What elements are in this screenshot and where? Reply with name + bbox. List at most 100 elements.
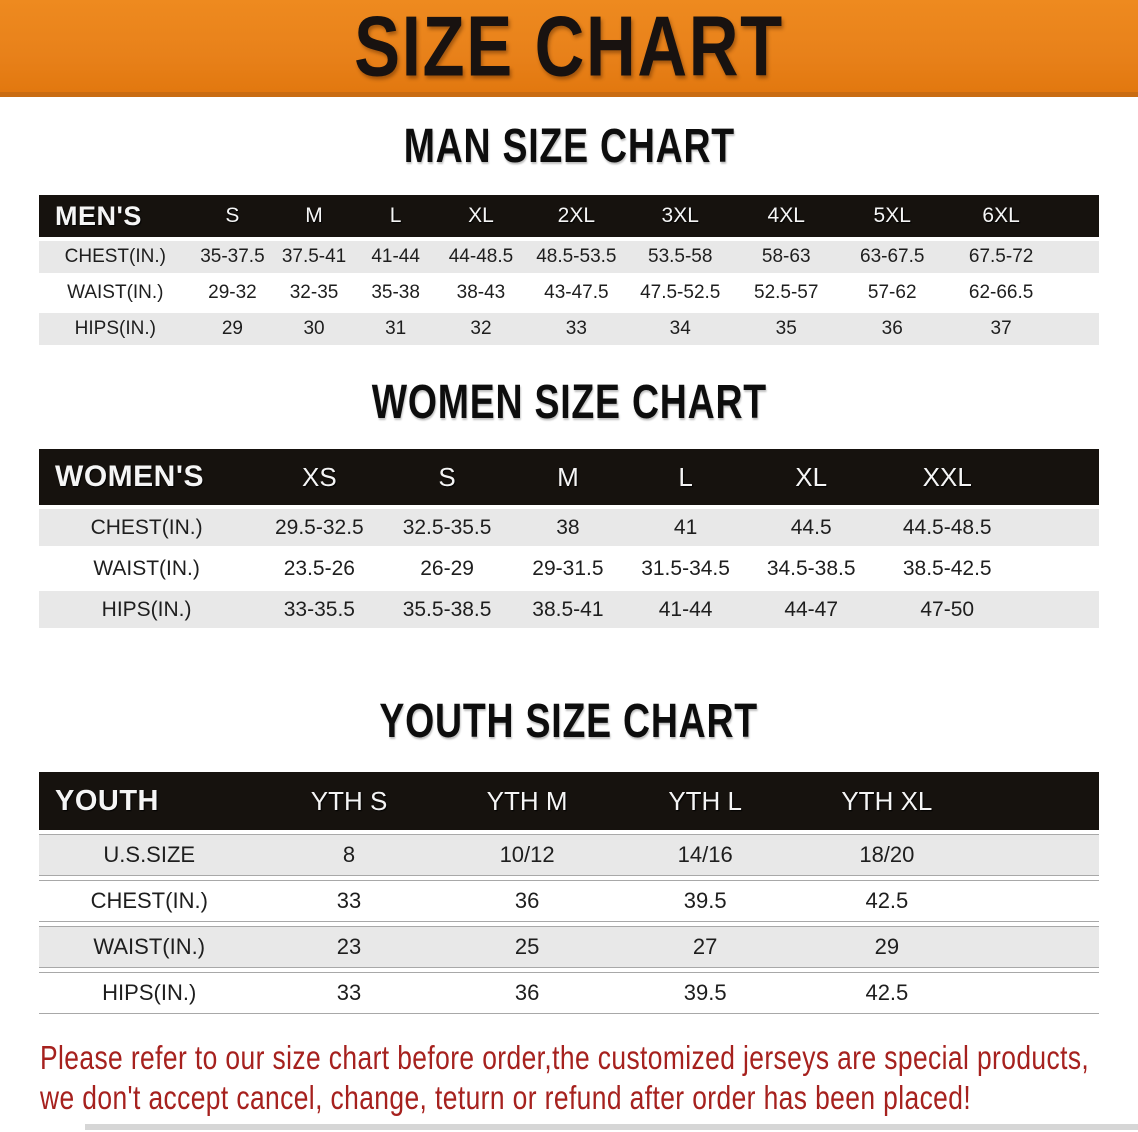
value-cell: 29.5-32.5 [254, 509, 385, 546]
bottom-edge-strip [85, 1124, 1138, 1130]
value-cell: 37 [945, 313, 1099, 345]
value-cell: 32.5-35.5 [384, 509, 510, 546]
table-row: WAIST(IN.) 23.5-26 26-29 29-31.5 31.5-34.5 34… [39, 550, 1099, 587]
value-cell: 38.5-41 [509, 591, 627, 628]
value-cell: 30 [273, 313, 355, 345]
size-header-cell: L [354, 195, 437, 237]
value-cell: 48.5-53.5 [525, 241, 628, 273]
table-row: CHEST(IN.) 29.5-32.5 32.5-35.5 38 41 44.5 44.5… [39, 509, 1099, 546]
value-cell: 10/12 [438, 834, 616, 876]
value-cell: 44-47 [744, 591, 878, 628]
value-cell: 33 [525, 313, 628, 345]
value-cell: 31 [354, 313, 437, 345]
size-chart-banner: SIZE CHART [0, 0, 1138, 97]
value-cell: 35-38 [354, 277, 437, 309]
value-cell: 35-37.5 [191, 241, 274, 273]
value-cell: 29-31.5 [509, 550, 627, 587]
row-label-cell: CHEST(IN.) [39, 241, 192, 273]
value-cell: 33 [259, 972, 439, 1014]
table-row: WAIST(IN.) 29-32 32-35 35-38 38-43 43-47.5 47.… [39, 277, 1099, 309]
value-cell: 53.5-58 [627, 241, 734, 273]
value-cell: 33 [259, 880, 439, 922]
value-cell: 34 [627, 313, 734, 345]
row-label-cell: WAIST(IN.) [39, 550, 255, 587]
size-header-cell: S [384, 449, 510, 505]
size-header-cell: 2XL [525, 195, 628, 237]
value-cell: 44-48.5 [436, 241, 526, 273]
table-row: HIPS(IN.) 33-35.5 35.5-38.5 38.5-41 41-44 44-… [39, 591, 1099, 628]
value-cell: 38-43 [436, 277, 526, 309]
value-cell: 37.5-41 [273, 241, 355, 273]
value-cell: 43-47.5 [525, 277, 628, 309]
value-cell: 47-50 [877, 591, 1099, 628]
men-section-heading: MAN SIZE CHART [0, 123, 1138, 171]
youth-size-section: YOUTH SIZE CHART YOUTH YTH S YTH M YTH L YTH… [0, 698, 1138, 1018]
women-section-heading: WOMEN SIZE CHART [0, 379, 1138, 427]
table-title-cell: YOUTH [39, 772, 260, 830]
size-header-cell: XL [744, 449, 878, 505]
order-disclaimer: Please refer to our size chart before or… [40, 1038, 1138, 1118]
table-row: WAIST(IN.) 23 25 27 29 [39, 926, 1099, 968]
size-header-cell: YTH M [438, 772, 616, 830]
value-cell: 52.5-57 [733, 277, 840, 309]
value-cell: 31.5-34.5 [626, 550, 745, 587]
table-title-cell: MEN'S [39, 195, 192, 237]
value-cell: 34.5-38.5 [744, 550, 878, 587]
value-cell: 38 [509, 509, 627, 546]
value-cell: 35 [733, 313, 840, 345]
value-cell: 42.5 [794, 880, 1099, 922]
size-header-cell: 5XL [839, 195, 946, 237]
row-label-cell: HIPS(IN.) [39, 972, 260, 1014]
value-cell: 36 [839, 313, 946, 345]
table-header-row: YOUTH YTH S YTH M YTH L YTH XL [39, 772, 1099, 830]
size-header-cell: XL [436, 195, 526, 237]
size-header-cell: XXL [877, 449, 1099, 505]
size-header-cell: XS [254, 449, 385, 505]
row-label-cell: CHEST(IN.) [39, 880, 260, 922]
value-cell: 41-44 [626, 591, 745, 628]
value-cell: 14/16 [615, 834, 795, 876]
value-cell: 41 [626, 509, 745, 546]
value-cell: 35.5-38.5 [384, 591, 510, 628]
youth-section-heading-text: YOUTH SIZE CHART [379, 695, 759, 748]
value-cell: 33-35.5 [254, 591, 385, 628]
men-size-table: MEN'S S M L XL 2XL 3XL 4XL 5XL 6XL CHEST(IN.) 35-37… [39, 191, 1099, 349]
row-label-cell: WAIST(IN.) [39, 277, 192, 309]
value-cell: 44.5 [744, 509, 878, 546]
value-cell: 23 [259, 926, 439, 968]
disclaimer-line-2: we don't accept cancel, change, teturn o… [40, 1079, 972, 1116]
table-header-row: MEN'S S M L XL 2XL 3XL 4XL 5XL 6XL [39, 195, 1099, 237]
row-label-cell: U.S.SIZE [39, 834, 260, 876]
size-header-cell: 6XL [945, 195, 1099, 237]
women-section-heading-text: WOMEN SIZE CHART [371, 376, 767, 429]
value-cell: 44.5-48.5 [877, 509, 1099, 546]
size-header-cell: 3XL [627, 195, 734, 237]
value-cell: 18/20 [794, 834, 1099, 876]
size-header-cell: YTH XL [794, 772, 1099, 830]
row-label-cell: HIPS(IN.) [39, 313, 192, 345]
men-section-heading-text: MAN SIZE CHART [403, 120, 735, 173]
value-cell: 62-66.5 [945, 277, 1099, 309]
value-cell: 29 [191, 313, 274, 345]
men-size-section: MAN SIZE CHART MEN'S S M L XL 2XL 3XL 4XL 5XL 6XL… [0, 123, 1138, 349]
youth-section-heading: YOUTH SIZE CHART [0, 698, 1138, 746]
table-row: CHEST(IN.) 33 36 39.5 42.5 [39, 880, 1099, 922]
value-cell: 42.5 [794, 972, 1099, 1014]
youth-size-table: YOUTH YTH S YTH M YTH L YTH XL U.S.SIZE 8 10/12… [39, 768, 1099, 1018]
value-cell: 63-67.5 [839, 241, 946, 273]
page-title: SIZE CHART [354, 0, 784, 94]
value-cell: 8 [259, 834, 439, 876]
size-header-cell: M [273, 195, 355, 237]
value-cell: 38.5-42.5 [877, 550, 1099, 587]
value-cell: 32-35 [273, 277, 355, 309]
size-header-cell: YTH S [259, 772, 439, 830]
value-cell: 57-62 [839, 277, 946, 309]
value-cell: 36 [438, 880, 616, 922]
value-cell: 32 [436, 313, 526, 345]
value-cell: 23.5-26 [254, 550, 385, 587]
size-header-cell: M [509, 449, 627, 505]
value-cell: 39.5 [615, 880, 795, 922]
size-header-cell: S [191, 195, 274, 237]
table-row: HIPS(IN.) 33 36 39.5 42.5 [39, 972, 1099, 1014]
table-row: HIPS(IN.) 29 30 31 32 33 34 35 36 37 [39, 313, 1099, 345]
